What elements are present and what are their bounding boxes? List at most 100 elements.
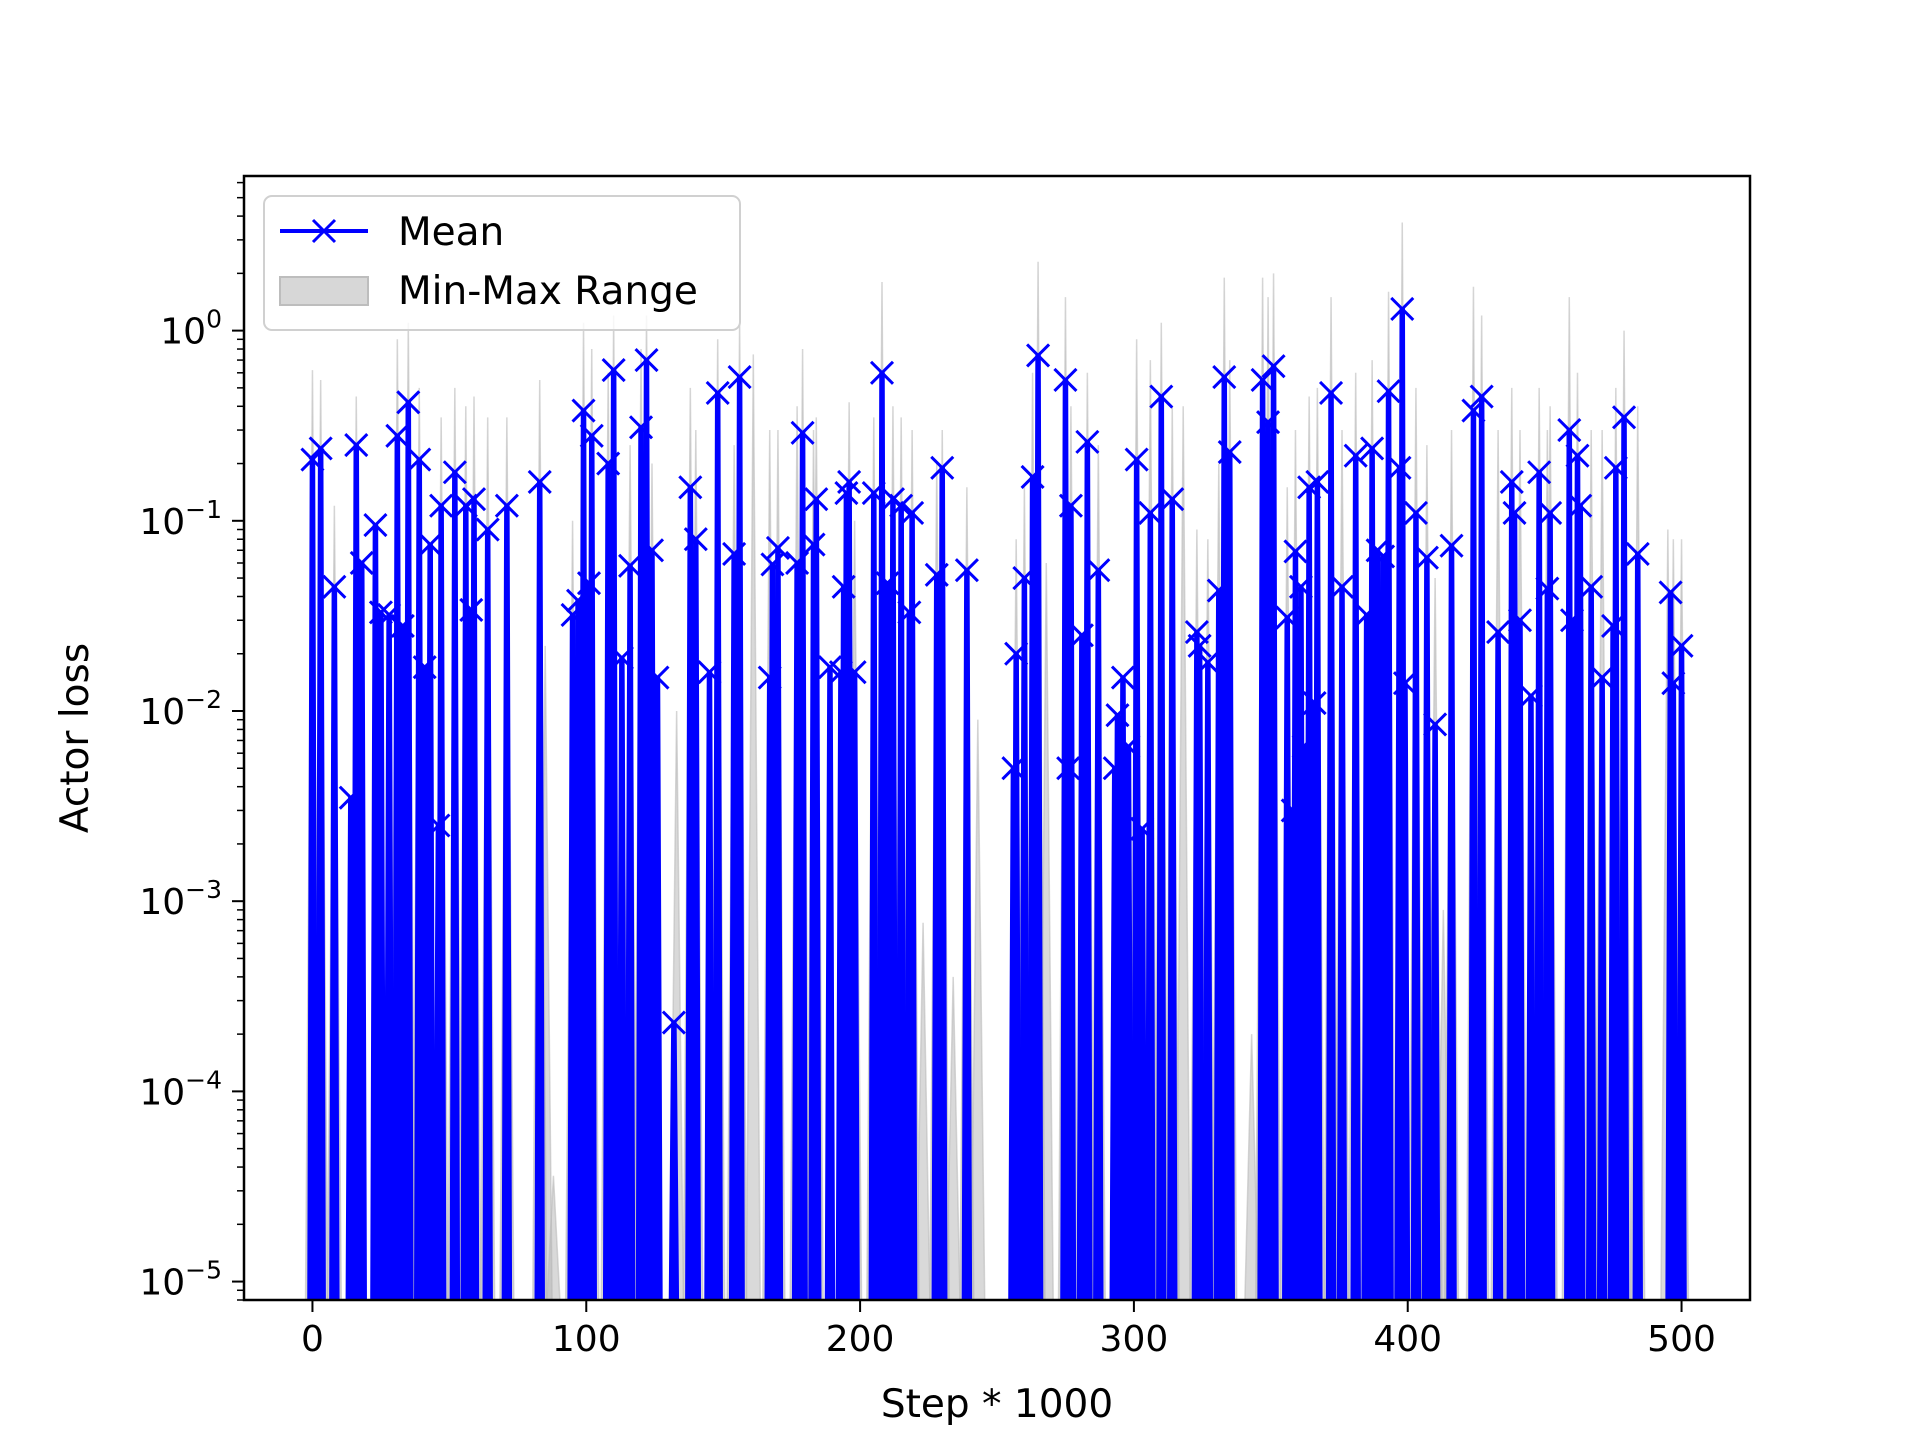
mean-x-marker bbox=[1535, 576, 1560, 601]
y-tick-label: 100 bbox=[160, 305, 222, 353]
y-tick-label: 10−3 bbox=[139, 875, 222, 923]
mean-x-marker bbox=[722, 541, 747, 566]
range-spike bbox=[745, 354, 761, 1300]
mean-x-marker bbox=[1661, 671, 1686, 696]
mean-spike bbox=[1410, 511, 1422, 1300]
mean-spike bbox=[1032, 354, 1044, 1300]
mean-spike bbox=[1010, 652, 1022, 1300]
mean-x-marker bbox=[494, 493, 519, 518]
mean-x-marker bbox=[407, 447, 432, 472]
mean-spike bbox=[1325, 391, 1337, 1300]
mean-x-marker bbox=[842, 660, 867, 685]
mean-spike bbox=[1668, 681, 1679, 1300]
mean-x-marker bbox=[1527, 460, 1552, 485]
mean-spike bbox=[1145, 511, 1156, 1300]
x-tick-label: 0 bbox=[301, 1319, 324, 1360]
mean-x-marker bbox=[1195, 650, 1220, 675]
mean-spike bbox=[1312, 480, 1323, 1300]
mean-spike bbox=[534, 480, 545, 1300]
mean-spike bbox=[1136, 827, 1148, 1300]
mean-x-marker bbox=[1669, 633, 1694, 658]
mean-spike bbox=[1093, 568, 1104, 1300]
mean-x-marker bbox=[1026, 343, 1051, 368]
plot-frame bbox=[242, 174, 1752, 1302]
mean-x-marker bbox=[1414, 545, 1439, 570]
mean-x-marker bbox=[1275, 605, 1300, 630]
mean-x-marker bbox=[385, 423, 410, 448]
mean-x-marker bbox=[1403, 500, 1429, 525]
mean-x-marker bbox=[609, 645, 634, 671]
mean-x-marker bbox=[322, 574, 347, 599]
mean-spike bbox=[1350, 454, 1361, 1300]
mean-x-marker bbox=[804, 487, 829, 512]
mean-x-marker bbox=[1302, 691, 1327, 716]
mean-x-marker bbox=[368, 600, 393, 625]
mean-x-marker bbox=[1256, 410, 1281, 435]
mean-x-marker bbox=[349, 550, 374, 576]
mean-x-marker bbox=[1212, 364, 1237, 390]
mean-x-marker bbox=[645, 665, 670, 690]
mean-spike bbox=[704, 670, 715, 1300]
y-tick-label: 10−2 bbox=[139, 685, 222, 733]
mean-spike bbox=[1596, 676, 1608, 1300]
mean-x-marker bbox=[461, 487, 487, 512]
mean-x-marker bbox=[579, 423, 604, 448]
mean-x-marker bbox=[1001, 756, 1026, 781]
mean-spike bbox=[1156, 395, 1167, 1300]
mean-x-marker bbox=[760, 552, 785, 577]
range-spike bbox=[1175, 406, 1191, 1300]
mean-x-marker bbox=[1360, 436, 1385, 461]
mean-x-marker bbox=[1075, 429, 1100, 454]
x-tick-label: 400 bbox=[1373, 1319, 1442, 1360]
mean-x-marker bbox=[418, 532, 443, 557]
mean-x-marker bbox=[1288, 574, 1314, 599]
mean-x-marker bbox=[565, 588, 591, 613]
mean-spike bbox=[1476, 395, 1487, 1300]
mean-spike bbox=[586, 434, 597, 1300]
mean-x-marker bbox=[1601, 613, 1626, 639]
mean-spike bbox=[468, 497, 480, 1300]
mean-x-marker bbox=[300, 447, 325, 472]
legend-range-label: Min-Max Range bbox=[398, 269, 698, 314]
mean-x-marker bbox=[1020, 464, 1045, 490]
mean-x-marker bbox=[1261, 354, 1286, 379]
mean-x-marker bbox=[1486, 620, 1511, 645]
mean-spike bbox=[307, 458, 318, 1300]
mean-x-marker bbox=[344, 433, 369, 458]
mean-x-marker bbox=[1086, 558, 1111, 583]
mean-x-marker bbox=[801, 532, 826, 557]
mean-spike bbox=[1167, 497, 1178, 1300]
mean-spike bbox=[824, 665, 836, 1300]
mean-x-marker bbox=[1507, 608, 1533, 633]
mean-x-marker bbox=[889, 493, 914, 518]
mean-x-marker bbox=[1102, 756, 1127, 781]
mean-x-marker bbox=[560, 602, 585, 627]
mean-spike bbox=[624, 564, 636, 1300]
mean-x-marker bbox=[1149, 384, 1174, 409]
mean-x-marker bbox=[1056, 756, 1081, 781]
mean-x-marker bbox=[678, 475, 703, 500]
mean-spike bbox=[449, 471, 461, 1300]
mean-x-marker bbox=[1343, 443, 1368, 468]
mean-x-marker bbox=[1392, 671, 1418, 696]
mean-x-marker bbox=[1625, 541, 1650, 566]
mean-spike bbox=[1019, 576, 1030, 1300]
mean-spike bbox=[501, 504, 513, 1300]
mean-x-marker bbox=[396, 390, 421, 415]
y-tick-label: 10−5 bbox=[139, 1256, 222, 1304]
range-spike bbox=[1038, 562, 1054, 1300]
mean-x-marker bbox=[1469, 384, 1494, 409]
mean-x-marker bbox=[1160, 487, 1185, 512]
mean-spike bbox=[811, 497, 822, 1300]
mean-x-marker bbox=[1187, 633, 1212, 658]
mean-spike bbox=[1468, 409, 1479, 1300]
y-axis: 10−5 10−4 10−3 10−2 10−1 100 bbox=[139, 181, 244, 1304]
mean-spike bbox=[1336, 585, 1348, 1300]
mean-x-marker bbox=[527, 469, 552, 495]
mean-x-marker bbox=[1012, 565, 1037, 591]
mean-x-marker bbox=[1658, 580, 1683, 605]
legend: Mean Min-Max Range bbox=[263, 195, 741, 331]
mean-x-marker bbox=[1217, 439, 1242, 465]
range-spike bbox=[546, 1175, 561, 1300]
mean-x-marker bbox=[757, 665, 782, 690]
